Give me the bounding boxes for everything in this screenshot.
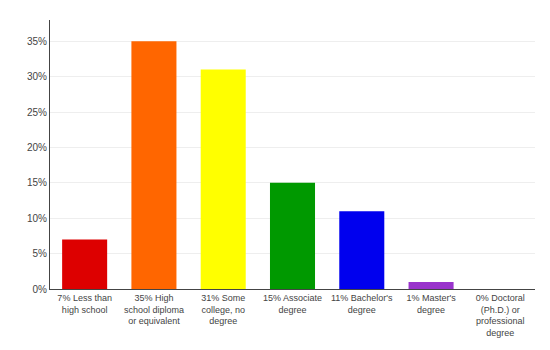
svg-text:7% Less thanhigh school: 7% Less thanhigh school [57,293,112,315]
svg-text:11% Bachelor'sdegree: 11% Bachelor'sdegree [331,293,393,315]
svg-text:35%: 35% [27,36,47,47]
svg-text:25%: 25% [27,107,47,118]
svg-text:5%: 5% [33,248,48,259]
svg-text:35% Highschool diplomaor equiv: 35% Highschool diplomaor equivalent [124,293,184,326]
svg-text:20%: 20% [27,142,47,153]
svg-text:1% Master'sdegree: 1% Master'sdegree [406,293,456,315]
svg-text:0% Doctoral(Ph.D.) orprofessio: 0% Doctoral(Ph.D.) orprofessionaldegree [476,293,525,338]
svg-text:31% Somecollege, nodegree: 31% Somecollege, nodegree [201,293,245,326]
svg-text:15%: 15% [27,177,47,188]
svg-text:0%: 0% [33,284,48,295]
svg-text:10%: 10% [27,213,47,224]
svg-text:15% Associatedegree: 15% Associatedegree [263,293,322,315]
svg-text:30%: 30% [27,71,47,82]
